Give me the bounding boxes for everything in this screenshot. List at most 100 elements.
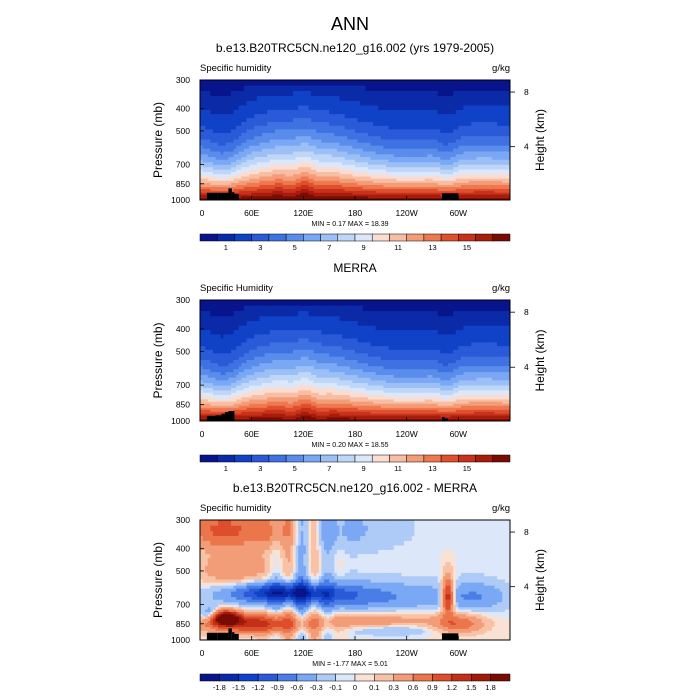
heatmap-cell (378, 198, 382, 201)
heatmap-cell (440, 184, 444, 188)
heatmap-cell (442, 122, 446, 127)
heatmap-cell (352, 167, 356, 171)
heatmap-cell (218, 145, 222, 150)
heatmap-cell (349, 91, 353, 97)
heatmap-cell (435, 136, 439, 140)
heatmap-cell (249, 186, 253, 190)
heatmap-cell (331, 198, 335, 201)
heatmap-cell (507, 80, 511, 87)
heatmap-cell (285, 151, 289, 155)
heatmap-cell (274, 136, 278, 140)
heatmap-cell (295, 118, 299, 123)
heatmap-cell (507, 198, 511, 201)
heatmap-cell (486, 122, 490, 127)
heatmap-cell (228, 142, 232, 147)
heatmap-cell (468, 91, 472, 97)
heatmap-cell (210, 122, 214, 127)
heatmap-cell (282, 190, 286, 194)
heatmap-cell (352, 122, 356, 127)
heatmap-cell (463, 151, 467, 155)
heatmap-cell (422, 85, 426, 92)
heatmap-cell (362, 184, 366, 188)
heatmap-cell (386, 194, 389, 197)
heatmap-cell (455, 151, 459, 155)
colorbar-swatch (423, 233, 442, 242)
heatmap-cell (344, 85, 348, 92)
heatmap-cell (238, 80, 242, 87)
heatmap-cell (238, 129, 242, 134)
heatmap-cell (396, 196, 400, 199)
heatmap-cell (233, 148, 237, 152)
heatmap-cell (466, 159, 470, 163)
heatmap-cell (471, 91, 475, 97)
heatmap-cell (303, 157, 307, 161)
heatmap-cell (388, 188, 392, 192)
heatmap-cell (231, 136, 234, 140)
heatmap-cell (290, 136, 294, 140)
heatmap-cell (264, 192, 268, 196)
heatmap-cell (256, 157, 260, 161)
heatmap-cell (401, 148, 405, 152)
heatmap-cell (453, 132, 457, 137)
heatmap-cell (401, 142, 405, 147)
heatmap-cell (349, 145, 353, 150)
heatmap-cell (207, 100, 211, 106)
heatmap-cell (463, 142, 467, 147)
heatmap-cell (458, 136, 462, 140)
heatmap-cell (347, 196, 351, 199)
heatmap-cell (215, 171, 219, 175)
heatmap-cell (318, 162, 322, 166)
heatmap-cell (269, 194, 273, 197)
heatmap-cell (215, 148, 219, 152)
heatmap-cell (398, 180, 402, 184)
heatmap-cell (277, 169, 281, 173)
heatmap-cell (473, 142, 477, 147)
heatmap-cell (298, 180, 302, 184)
heatmap-cell (378, 91, 382, 97)
y-tick-label: 400 (176, 104, 190, 114)
heatmap-cell (396, 169, 400, 173)
heatmap-cell (329, 151, 333, 155)
heatmap-cell (396, 154, 400, 158)
heatmap-cell (334, 169, 338, 173)
heatmap-cell (298, 167, 302, 171)
heatmap-cell (476, 190, 480, 194)
heatmap-cell (406, 122, 410, 127)
heatmap-cell (243, 196, 247, 199)
heatmap-cell (228, 91, 232, 97)
heatmap-cell (200, 148, 203, 152)
heatmap-cell (324, 190, 327, 194)
heatmap-cell (251, 157, 255, 161)
heatmap-cell (300, 151, 304, 155)
heatmap-cell (417, 167, 420, 171)
heatmap-cell (422, 125, 426, 130)
heatmap-cell (300, 145, 304, 150)
heatmap-cell (324, 188, 327, 192)
heatmap-cell (445, 105, 449, 111)
heatmap-cell (504, 162, 508, 166)
colorbar-swatch (406, 233, 425, 242)
heatmap-cell (398, 154, 402, 158)
heatmap-cell (344, 171, 348, 175)
heatmap-cell (336, 198, 340, 201)
heatmap-cell (285, 154, 289, 158)
heatmap-cell (352, 145, 356, 150)
heatmap-cell (417, 192, 420, 196)
heatmap-cell (491, 164, 495, 168)
heatmap-cell (264, 114, 268, 119)
heatmap-cell (367, 194, 371, 197)
heatmap-cell (231, 157, 234, 161)
heatmap-cell (360, 300, 364, 307)
heatmap-cell (476, 96, 480, 102)
heatmap-cell (455, 154, 459, 158)
heatmap-cell (398, 300, 402, 307)
heatmap-cell (453, 118, 457, 123)
heatmap-cell (212, 96, 216, 102)
heatmap-cell (378, 180, 382, 184)
heatmap-cell (274, 91, 278, 97)
heatmap-cell (282, 171, 286, 175)
heatmap-cell (468, 190, 472, 194)
heatmap-cell (370, 151, 374, 155)
heatmap-cell (202, 178, 206, 182)
heatmap-cell (285, 182, 289, 186)
